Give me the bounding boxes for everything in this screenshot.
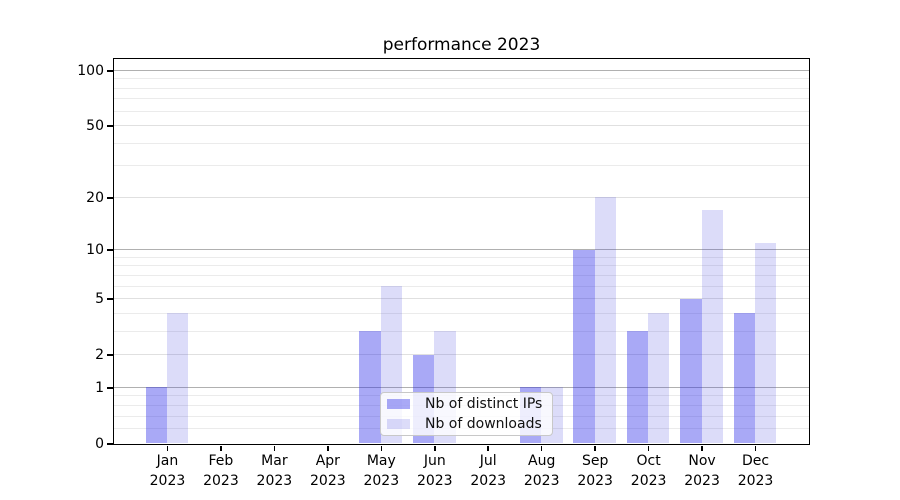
x-tick: [327, 445, 329, 451]
minor-gridline: [113, 274, 809, 276]
x-tick-label: Jul 2023: [470, 453, 507, 489]
minor-gridline: [113, 142, 809, 144]
gridline: [113, 196, 809, 198]
minor-gridline: [113, 87, 809, 89]
x-tick: [487, 445, 489, 451]
y-tick-label: 50: [86, 118, 104, 135]
x-tick-label: Dec 2023: [737, 453, 774, 489]
x-tick-label: Mar 2023: [256, 453, 293, 489]
y-tick: [107, 70, 113, 72]
chart-title: performance 2023: [382, 35, 541, 55]
y-tick-label: 5: [95, 291, 104, 308]
x-tick-label: Jan 2023: [149, 453, 186, 489]
x-tick: [754, 445, 757, 451]
legend: Nb of distinct IPs Nb of downloads: [380, 392, 553, 436]
bar-distinct-ips: [145, 387, 167, 444]
minor-gridline: [113, 312, 809, 314]
bar-downloads: [755, 242, 777, 444]
major-gridline: [113, 69, 809, 71]
major-gridline: [113, 386, 809, 388]
x-tick: [540, 445, 543, 451]
x-tick-label: Feb 2023: [203, 453, 239, 489]
x-tick-label: May 2023: [363, 453, 400, 489]
x-tick-label: Sep 2023: [577, 453, 613, 489]
gridline: [113, 125, 809, 127]
minor-gridline: [113, 78, 809, 80]
y-tick-label: 1: [95, 379, 104, 396]
y-tick: [107, 387, 113, 389]
x-tick-label: Nov 2023: [684, 453, 720, 489]
y-tick: [107, 443, 113, 445]
legend-swatch-distinct-ips-icon: [387, 399, 410, 409]
bar-distinct-ips: [733, 313, 756, 444]
legend-label-downloads: Nb of downloads: [425, 416, 542, 432]
y-tick: [107, 354, 113, 356]
x-tick-label: Apr 2023: [310, 453, 346, 489]
x-tick-label: Oct 2023: [630, 453, 667, 489]
legend-swatch-downloads-icon: [387, 419, 410, 429]
bar-downloads: [166, 313, 189, 444]
x-tick: [594, 445, 596, 451]
x-tick-label: Aug 2023: [523, 453, 560, 489]
bar-distinct-ips: [626, 331, 649, 444]
minor-gridline: [113, 165, 809, 167]
y-tick-label: 2: [95, 347, 104, 364]
bar-distinct-ips: [680, 298, 702, 444]
x-tick: [701, 445, 703, 451]
y-tick: [107, 249, 113, 251]
gridline: [113, 354, 809, 356]
minor-gridline: [113, 110, 809, 112]
bar-downloads: [594, 197, 617, 444]
y-tick: [107, 298, 113, 300]
major-gridline: [113, 249, 809, 251]
y-tick-label: 20: [86, 189, 104, 206]
x-tick: [380, 445, 383, 451]
x-tick: [166, 445, 169, 451]
x-tick: [647, 445, 650, 451]
x-tick: [273, 445, 276, 451]
bar-distinct-ips: [359, 331, 381, 444]
bar-downloads: [648, 313, 670, 444]
legend-item: Nb of downloads: [387, 415, 552, 434]
minor-gridline: [113, 265, 809, 267]
x-tick: [220, 445, 222, 451]
minor-gridline: [113, 98, 809, 100]
y-tick-label: 100: [77, 62, 104, 79]
y-tick-label: 0: [95, 436, 104, 452]
y-tick: [107, 125, 113, 127]
minor-gridline: [113, 256, 809, 258]
plot-area: [112, 57, 810, 445]
y-tick-label: 10: [86, 242, 104, 259]
y-tick: [107, 197, 113, 199]
bar-downloads: [701, 209, 723, 444]
bar-distinct-ips: [573, 249, 595, 444]
minor-gridline: [113, 330, 809, 332]
x-tick: [434, 445, 436, 451]
legend-label-distinct-ips: Nb of distinct IPs: [425, 396, 543, 412]
x-tick-label: Jun 2023: [416, 453, 453, 489]
minor-gridline: [113, 285, 809, 287]
legend-item: Nb of distinct IPs: [387, 395, 552, 414]
bar-layer: [114, 59, 809, 444]
gridline: [113, 298, 809, 300]
